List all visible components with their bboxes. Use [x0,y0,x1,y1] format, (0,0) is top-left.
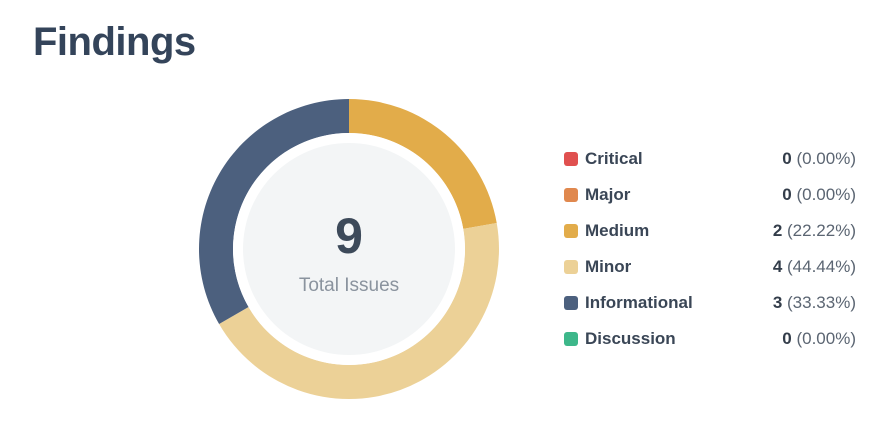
legend-item-medium[interactable]: Medium 2 (22.22%) [564,213,856,249]
legend-percent: (22.22%) [787,221,856,240]
legend-value: 0 (0.00%) [782,329,856,349]
critical-swatch [564,152,578,166]
legend-label: Critical [585,149,643,168]
legend-percent: (33.33%) [787,293,856,312]
legend-value: 2 (22.22%) [773,221,856,241]
legend-count: 2 [772,221,783,240]
major-swatch [564,188,578,202]
legend-label: Discussion [585,329,676,348]
legend-percent: (44.44%) [787,257,856,276]
donut-svg: 9 Total Issues [199,99,499,399]
donut-slice-minor[interactable] [219,222,499,399]
severity-legend: Critical 0 (0.00%) Major 0 (0.00%) Mediu… [564,141,856,357]
legend-percent: (0.00%) [796,329,856,348]
findings-donut-chart: 9 Total Issues [198,98,500,400]
legend-percent: (0.00%) [796,149,856,168]
total-issues-count: 9 [335,208,363,264]
legend-item-discussion[interactable]: Discussion 0 (0.00%) [564,321,856,357]
legend-value: 0 (0.00%) [782,185,856,205]
donut-slice-medium[interactable] [349,99,497,229]
legend-value: 4 (44.44%) [773,257,856,277]
legend-item-critical[interactable]: Critical 0 (0.00%) [564,141,856,177]
legend-label: Major [585,185,631,204]
donut-inner-circle [243,143,455,355]
legend-count: 0 [782,329,792,348]
donut-slice-informational[interactable] [199,99,349,324]
legend-label: Medium [585,221,650,240]
legend-value: 0 (0.00%) [782,149,856,169]
legend-count: 0 [782,185,792,204]
legend-item-major[interactable]: Major 0 (0.00%) [564,177,856,213]
discussion-swatch [564,332,578,346]
legend-item-minor[interactable]: Minor 4 (44.44%) [564,249,856,285]
legend-count: 3 [772,293,783,312]
legend-value: 3 (33.33%) [773,293,856,313]
minor-swatch [564,260,578,274]
total-issues-label: Total Issues [299,275,399,296]
page-title: Findings [33,20,196,64]
legend-label: Minor [585,257,632,276]
medium-swatch [564,224,578,238]
informational-swatch [564,296,578,310]
legend-count: 4 [772,257,783,276]
legend-percent: (0.00%) [796,185,856,204]
legend-count: 0 [782,149,792,168]
legend-label: Informational [585,293,693,312]
legend-item-informational[interactable]: Informational 3 (33.33%) [564,285,856,321]
